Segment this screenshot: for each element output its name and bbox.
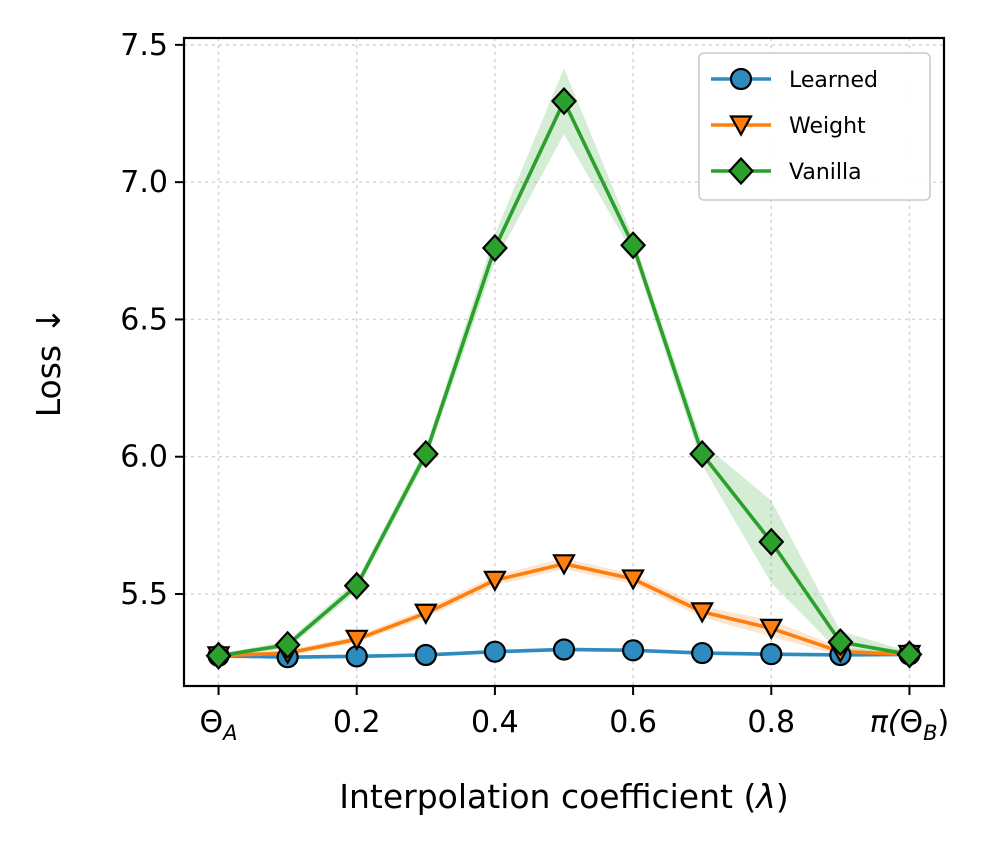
point-weight (483, 570, 507, 593)
point-learned (621, 639, 645, 662)
plot-frame (182, 36, 946, 688)
point-vanilla (620, 231, 647, 260)
legend-marker-weight (729, 115, 753, 137)
x-axis-label: Interpolation coefficient (λ) (339, 777, 788, 816)
x-tick-label: ΘA (200, 705, 238, 745)
point-vanilla (205, 641, 232, 670)
point-learned (414, 643, 437, 667)
point-vanilla (343, 571, 370, 600)
legend: Learned Weight Vanilla (698, 52, 931, 201)
x-tick-label: 0.2 (333, 705, 381, 740)
x-tick-label: 0.6 (609, 705, 657, 740)
legend-box (698, 52, 931, 201)
y-tick-label: 6.5 (120, 302, 168, 337)
point-vanilla (758, 527, 785, 556)
point-vanilla (412, 439, 439, 469)
point-vanilla (274, 630, 301, 659)
point-learned (483, 640, 507, 663)
y-tick-label: 7.0 (120, 165, 168, 200)
point-learned (552, 638, 576, 661)
point-vanilla (689, 439, 716, 469)
y-tick-label: 6.0 (120, 440, 168, 475)
point-weight (552, 554, 576, 576)
point-learned (760, 643, 783, 666)
legend-label-weight: Weight (789, 114, 866, 139)
point-vanilla (551, 87, 577, 116)
point-learned (691, 641, 714, 665)
legend-label-learned: Learned (789, 68, 878, 93)
band-vanilla (218, 68, 910, 658)
x-axis: ΘA 0.2 0.4 0.6 0.8 π(ΘB) (200, 686, 950, 745)
point-vanilla (481, 233, 508, 263)
point-vanilla (896, 640, 923, 669)
x-tick-label: 0.8 (747, 705, 795, 740)
point-weight (759, 618, 784, 641)
y-axis: 5.5 6.0 6.5 7.0 7.5 (120, 28, 184, 612)
y-axis-label: Loss ↓ (29, 307, 68, 418)
legend-marker-learned (729, 67, 753, 91)
point-weight (690, 602, 715, 624)
point-weight (413, 603, 438, 626)
point-vanilla (827, 627, 854, 657)
y-tick-label: 5.5 (120, 577, 168, 612)
y-tick-label: 7.5 (120, 28, 168, 63)
point-weight (621, 569, 645, 591)
x-tick-label: 0.4 (471, 705, 519, 740)
x-tick-label: π(ΘB) (870, 705, 950, 745)
legend-marker-vanilla (728, 156, 754, 186)
point-weight (344, 629, 369, 652)
series-markers (205, 87, 923, 670)
legend-label-vanilla: Vanilla (789, 160, 862, 185)
